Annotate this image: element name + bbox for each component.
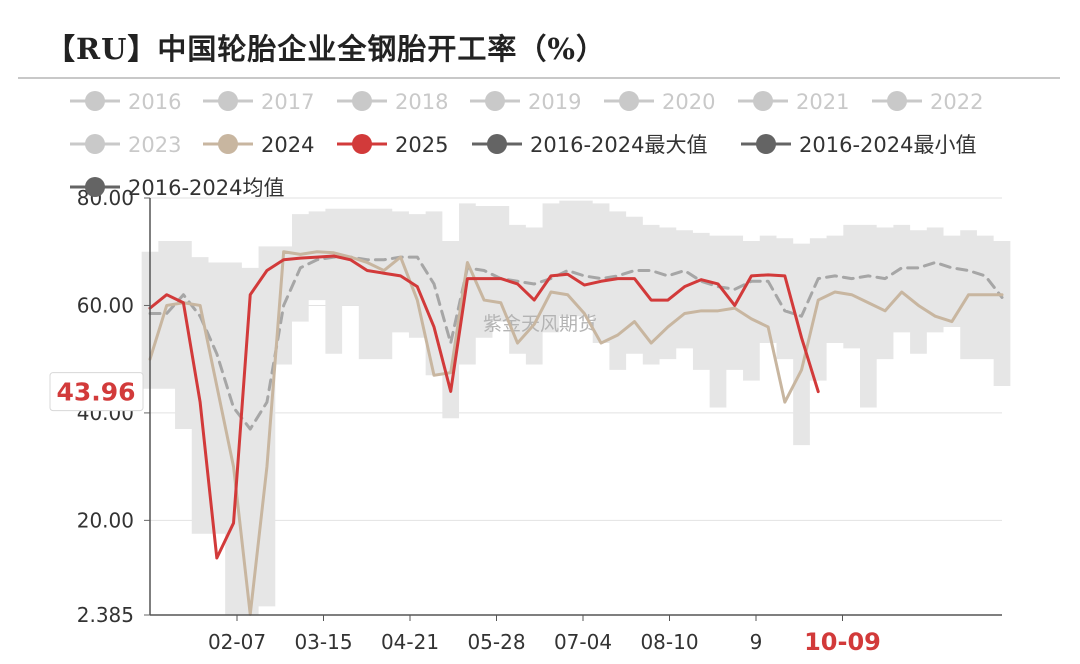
legend-marker: [485, 91, 505, 111]
legend-item: 2025: [337, 133, 448, 157]
chart-title: 【RU】中国轮胎企业全钢胎开工率（%）: [46, 32, 606, 66]
legend-label-2016-2024-: 2016-2024最大值: [530, 133, 707, 157]
legend-item: 2016: [70, 90, 181, 114]
legend-label-2025: 2025: [395, 133, 448, 157]
legend-marker: [352, 91, 372, 111]
legend-label-2016-2024-: 2016-2024最小值: [799, 133, 976, 157]
x-tick-label: 02-07: [208, 630, 266, 654]
legend-marker: [218, 134, 238, 154]
legend-item: 2016-2024最大值: [472, 133, 707, 157]
legend-marker: [85, 177, 105, 197]
legend-label-2020: 2020: [662, 90, 715, 114]
legend-label-2017: 2017: [261, 90, 314, 114]
x-tick-label: 07-04: [554, 630, 612, 654]
legend-label-2021: 2021: [796, 90, 849, 114]
legend-item: 2017: [203, 90, 314, 114]
x-tick-label: 03-15: [294, 630, 352, 654]
legend-marker: [85, 134, 105, 154]
x-highlight-label: 10-09: [804, 628, 881, 656]
series-2024-line: [148, 250, 1004, 616]
y-tick-label: 2.385: [77, 603, 134, 627]
legend-item: 2018: [337, 90, 448, 114]
y-tick-label: 80.00: [77, 186, 134, 210]
legend-item: 2020: [604, 90, 715, 114]
average-line: [148, 255, 1004, 431]
y-highlight-box: [49, 372, 144, 412]
series-2025-line: [148, 254, 820, 560]
x-tick-label: 9: [750, 630, 763, 654]
legend-marker: [619, 91, 639, 111]
legend-marker: [218, 91, 238, 111]
legend-item: 2021: [738, 90, 849, 114]
legend-item: 2016-2024均值: [70, 176, 284, 200]
legend-item: 2019: [470, 90, 581, 114]
legend-label-2024: 2024: [261, 133, 314, 157]
legend-label-2016-2024-: 2016-2024均值: [128, 176, 284, 200]
y-highlight-label: 43.96: [56, 378, 135, 407]
y-tick-label: 20.00: [77, 508, 134, 532]
x-tick-label: 04-21: [381, 630, 439, 654]
legend-item: 2024: [203, 133, 314, 157]
legend-item: 2023: [70, 133, 181, 157]
chart-legend: 2016 2017 2018 2019 2020 2021 2022 2023 2024 2025…: [70, 90, 983, 200]
legend-marker: [753, 91, 773, 111]
legend-label-2022: 2022: [930, 90, 983, 114]
series-lines: [148, 250, 1004, 616]
legend-item: 2022: [872, 90, 983, 114]
legend-label-2016: 2016: [128, 90, 181, 114]
title-divider: [18, 77, 1060, 79]
legend-label-2023: 2023: [128, 133, 181, 157]
x-tick-label: 08-10: [640, 630, 698, 654]
x-highlight-box: [800, 625, 885, 657]
legend-label-2019: 2019: [528, 90, 581, 114]
y-tick-label: 60.00: [77, 293, 134, 317]
legend-label-2018: 2018: [395, 90, 448, 114]
legend-marker: [487, 134, 507, 154]
legend-marker: [85, 91, 105, 111]
legend-item: 2016-2024最小值: [741, 133, 976, 157]
x-tick-label: 05-28: [467, 630, 525, 654]
legend-marker: [756, 134, 776, 154]
legend-marker: [887, 91, 907, 111]
legend-marker: [352, 134, 372, 154]
